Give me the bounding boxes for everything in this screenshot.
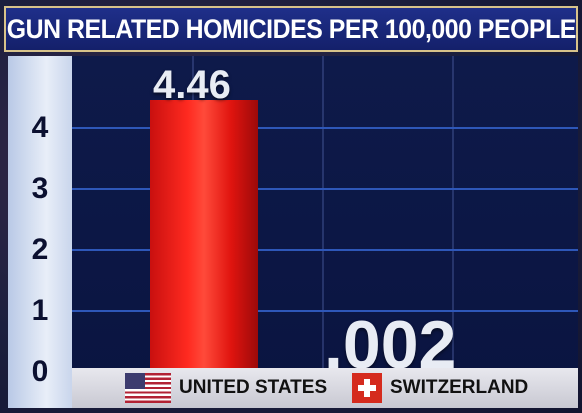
y-tick-label: 0 xyxy=(31,355,49,388)
gridline xyxy=(72,188,578,190)
title-bar: GUN RELATED HOMICIDES PER 100,000 PEOPLE xyxy=(4,6,578,52)
legend-label-united-states: UNITED STATES xyxy=(179,377,328,398)
vertical-divider xyxy=(452,56,454,408)
legend-label-switzerland: SWITZERLAND xyxy=(390,377,529,398)
y-axis-panel xyxy=(8,56,72,408)
y-tick-label: 1 xyxy=(31,294,49,327)
chart-title: GUN RELATED HOMICIDES PER 100,000 PEOPLE xyxy=(6,13,576,44)
y-tick-label: 2 xyxy=(31,233,49,266)
legend-item-united-states: UNITED STATES xyxy=(125,372,327,404)
gridline xyxy=(72,127,578,129)
bar-united-states xyxy=(150,99,258,372)
gridline xyxy=(72,310,578,312)
y-tick-label: 3 xyxy=(31,172,49,205)
swiss-flag-icon xyxy=(352,373,382,403)
us-flag-icon xyxy=(125,373,171,403)
y-tick-label: 4 xyxy=(31,111,49,144)
legend-item-switzerland: SWITZERLAND xyxy=(352,372,528,404)
vertical-divider xyxy=(322,56,324,408)
data-label-united-states: 4.46 xyxy=(153,63,231,108)
gridline xyxy=(72,249,578,251)
